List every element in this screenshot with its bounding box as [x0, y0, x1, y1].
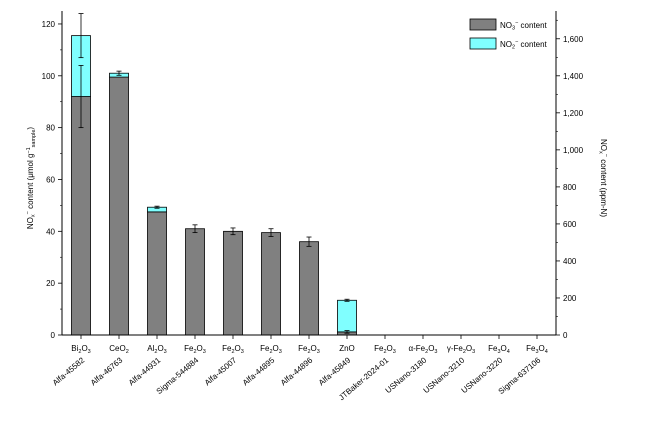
- bar-no3-4: [223, 230, 243, 336]
- y-right-tick-label-1400: 1,400: [563, 72, 584, 81]
- legend-swatch-no2: [469, 37, 497, 50]
- legend-label-no2: NO2− content: [500, 40, 548, 51]
- y-axis-right-label: NOx− content (ppm-N): [598, 139, 609, 217]
- bar-no3-2: [147, 211, 167, 336]
- bar-no2-7: [337, 299, 357, 333]
- x-compound-label-10: γ-Fe2O3: [447, 344, 475, 355]
- bars-layer: [71, 35, 357, 336]
- right-ticks-layer: 0 200 400 600 800 1,000 1,200 1,400 1,600: [556, 19, 584, 340]
- y-left-tick-label-0: 0: [51, 331, 56, 340]
- y-right-tick-label-400: 400: [563, 257, 577, 266]
- y-left-tick-label-60: 60: [46, 175, 55, 184]
- y-left-tick-label-20: 20: [46, 279, 55, 288]
- x-compound-label-11: Fe3O4: [488, 344, 510, 355]
- y-right-tick-label-1600: 1,600: [563, 35, 584, 44]
- x-source-label-7: Alfa-45849: [317, 355, 353, 387]
- x-source-label-3: Sigma-544884: [155, 355, 201, 396]
- x-compound-label-6: Fe2O3: [298, 344, 320, 355]
- y-right-tick-label-1200: 1,200: [563, 109, 584, 118]
- legend: NO3− content NO2− content: [469, 18, 548, 51]
- x-source-label-0: Alfa-45582: [51, 355, 87, 387]
- x-source-label-1: Alfa-46763: [89, 355, 125, 387]
- y-right-tick-label-1000: 1,000: [563, 146, 584, 155]
- x-source-label-12: Sigma-637106: [497, 355, 543, 396]
- x-compound-label-2: Al2O3: [147, 344, 166, 355]
- x-tick-labels-layer: Bi2O3Alfa-45582CeO2Alfa-46763Al2O3Alfa-4…: [51, 335, 548, 402]
- x-source-label-6: Alfa-44896: [279, 355, 315, 387]
- x-compound-label-4: Fe2O3: [222, 344, 244, 355]
- y-left-tick-label-120: 120: [42, 20, 56, 29]
- x-source-label-5: Alfa-44895: [241, 355, 277, 387]
- bar-no3-1: [109, 76, 129, 336]
- bar-no3-5: [261, 232, 281, 336]
- x-compound-label-9: α-Fe2O3: [409, 344, 438, 355]
- legend-label-no3: NO3− content: [500, 21, 548, 32]
- x-source-label-2: Alfa-44931: [127, 355, 163, 387]
- error-bars-layer: [78, 13, 350, 334]
- x-compound-label-0: Bi2O3: [71, 344, 90, 355]
- bar-no3-6: [299, 241, 319, 336]
- x-compound-label-7: ZnO: [339, 344, 355, 353]
- y-left-tick-label-80: 80: [46, 124, 55, 133]
- x-compound-label-8: Fe2O3: [374, 344, 396, 355]
- y-axis-left-label: NOx− content (μmol g−1sample): [26, 127, 38, 230]
- x-compound-label-12: Fe3O4: [526, 344, 548, 355]
- x-source-label-4: Alfa-45007: [203, 355, 239, 387]
- bar-no3-0: [71, 96, 91, 336]
- y-right-tick-label-200: 200: [563, 294, 577, 303]
- bar-no3-3: [185, 228, 205, 336]
- legend-swatch-no3: [469, 18, 497, 31]
- x-compound-label-1: CeO2: [109, 344, 129, 355]
- y-right-tick-label-0: 0: [563, 331, 568, 340]
- y-left-tick-label-100: 100: [42, 72, 56, 81]
- x-compound-label-3: Fe2O3: [184, 344, 206, 355]
- y-left-tick-label-40: 40: [46, 227, 55, 236]
- y-right-tick-label-600: 600: [563, 220, 577, 229]
- y-right-tick-label-800: 800: [563, 183, 577, 192]
- left-ticks-layer: 0 20 40 60 80 100 120: [42, 20, 62, 340]
- x-compound-label-5: Fe2O3: [260, 344, 282, 355]
